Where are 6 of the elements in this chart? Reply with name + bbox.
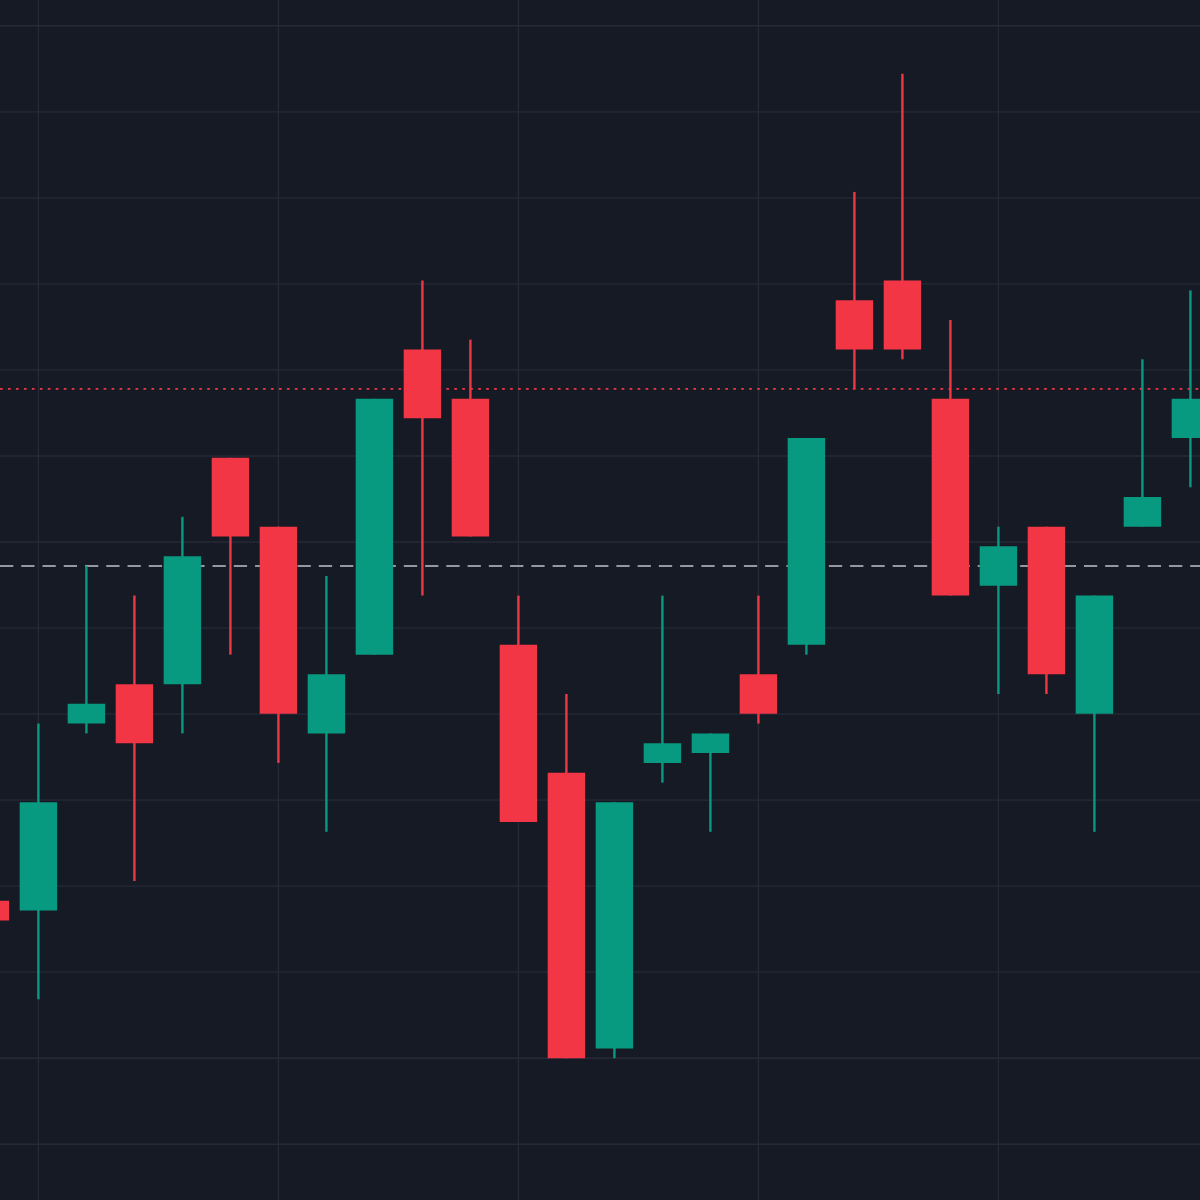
candlestick — [739, 594, 778, 725]
candlestick — [691, 732, 730, 834]
candlestick — [643, 594, 682, 784]
candlestick — [979, 525, 1018, 696]
candlestick — [67, 564, 106, 735]
candlestick — [1123, 358, 1162, 528]
